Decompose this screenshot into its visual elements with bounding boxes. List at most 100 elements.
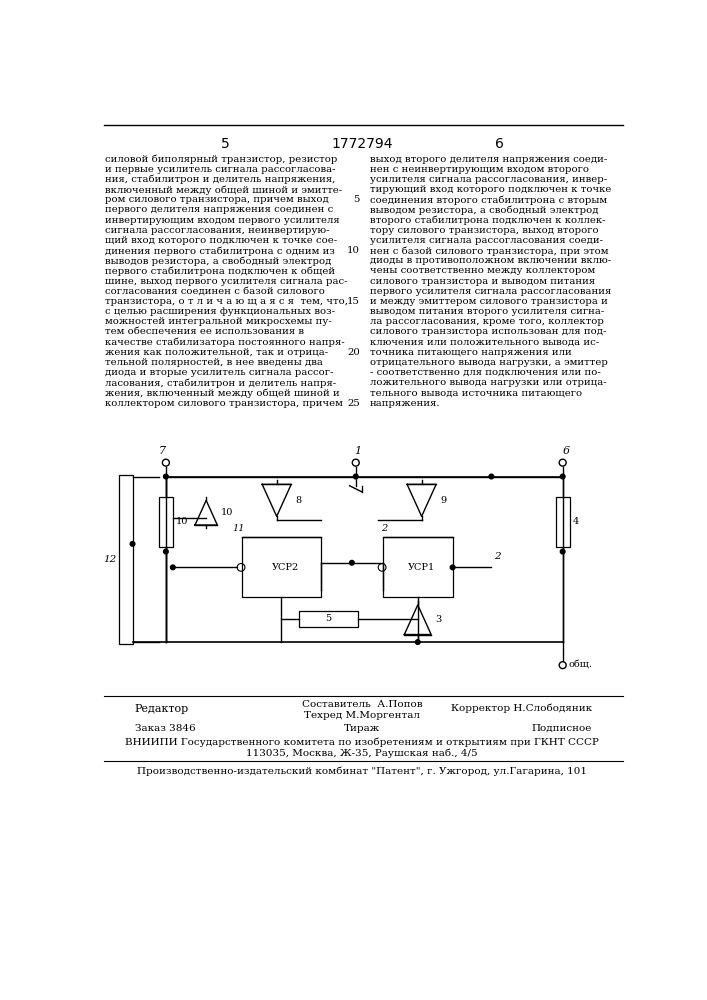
Text: соединения второго стабилитрона с вторым: соединения второго стабилитрона с вторым (370, 195, 607, 205)
Text: сигнала рассогласования, неинвертирую-: сигнала рассогласования, неинвертирую- (105, 226, 330, 235)
Text: Техред М.Моргентал: Техред М.Моргентал (304, 711, 420, 720)
Text: 1: 1 (354, 446, 361, 456)
Text: напряжения.: напряжения. (370, 399, 440, 408)
Circle shape (163, 549, 168, 554)
Circle shape (163, 474, 168, 479)
Bar (242, 537, 321, 597)
Text: выводом питания второго усилителя сигна-: выводом питания второго усилителя сигна- (370, 307, 604, 316)
Text: точника питающего напряжения или: точника питающего напряжения или (370, 348, 571, 357)
Text: 2: 2 (493, 552, 501, 561)
Text: и первые усилитель сигнала рассогласова-: и первые усилитель сигнала рассогласова- (105, 165, 336, 174)
Text: 10: 10 (221, 508, 233, 517)
Text: силового транзистора использован для под-: силового транзистора использован для под… (370, 327, 606, 336)
Text: 25: 25 (347, 399, 360, 408)
Text: щий вход которого подключен к точке сое-: щий вход которого подключен к точке сое- (105, 236, 337, 245)
Text: 5: 5 (354, 195, 360, 204)
Text: инвертирующим входом первого усилителя: инвертирующим входом первого усилителя (105, 216, 340, 225)
Text: 113035, Москва, Ж-35, Раушская наб., 4/5: 113035, Москва, Ж-35, Раушская наб., 4/5 (246, 748, 478, 758)
Text: тору силового транзистора, выход второго: тору силового транзистора, выход второго (370, 226, 598, 235)
Text: тем обеспечения ее использования в: тем обеспечения ее использования в (105, 327, 305, 336)
Text: нен с базой силового транзистора, при этом: нен с базой силового транзистора, при эт… (370, 246, 608, 256)
Text: 7: 7 (158, 446, 165, 456)
Text: включенный между общей шиной и эмитте-: включенный между общей шиной и эмитте- (105, 185, 343, 195)
Text: выход второго делителя напряжения соеди-: выход второго делителя напряжения соеди- (370, 155, 607, 164)
Text: тирующий вход которого подключен к точке: тирующий вход которого подключен к точке (370, 185, 611, 194)
Text: силовой биполярный транзистор, резистор: силовой биполярный транзистор, резистор (105, 155, 338, 164)
Text: Производственно-издательский комбинат "Патент", г. Ужгород, ул.Гагарина, 101: Производственно-издательский комбинат "П… (137, 767, 587, 776)
Text: силового транзистора и выводом питания: силового транзистора и выводом питания (370, 277, 595, 286)
Circle shape (416, 640, 420, 644)
Text: жения как положительной, так и отрица-: жения как положительной, так и отрица- (105, 348, 329, 357)
Text: 6: 6 (495, 137, 503, 151)
Text: УСР1: УСР1 (408, 563, 436, 572)
Text: коллектором силового транзистора, причем: коллектором силового транзистора, причем (105, 399, 344, 408)
Text: 11: 11 (233, 524, 245, 533)
Circle shape (561, 549, 565, 554)
Text: тельного вывода источника питающего: тельного вывода источника питающего (370, 388, 582, 397)
Text: 6: 6 (563, 446, 570, 456)
Text: выводов резистора, а свободный электрод: выводов резистора, а свободный электрод (105, 256, 332, 266)
Text: ВНИИПИ Государственного комитета по изобретениям и открытиям при ГКНТ СССР: ВНИИПИ Государственного комитета по изоб… (125, 738, 599, 747)
Text: 5: 5 (325, 614, 332, 623)
Text: 10: 10 (176, 517, 188, 526)
Text: Корректор Н.Слободяник: Корректор Н.Слободяник (451, 704, 592, 713)
Bar (299, 611, 358, 627)
Text: усилителя сигнала рассогласования соеди-: усилителя сигнала рассогласования соеди- (370, 236, 602, 245)
Text: ласования, стабилитрон и делитель напря-: ласования, стабилитрон и делитель напря- (105, 378, 337, 388)
Text: первого делителя напряжения соединен с: первого делителя напряжения соединен с (105, 205, 334, 214)
Circle shape (489, 474, 493, 479)
Text: выводом резистора, а свободный электрод: выводом резистора, а свободный электрод (370, 205, 598, 215)
Text: - соответственно для подключения или по-: - соответственно для подключения или по- (370, 368, 600, 377)
Text: диоды в противоположном включении вклю-: диоды в противоположном включении вклю- (370, 256, 611, 265)
Text: Тираж: Тираж (344, 724, 380, 733)
Bar (159, 497, 173, 547)
Bar (383, 537, 452, 597)
Circle shape (130, 542, 135, 546)
Circle shape (561, 474, 565, 479)
Text: ложительного вывода нагрузки или отрица-: ложительного вывода нагрузки или отрица- (370, 378, 607, 387)
Text: жения, включенный между общей шиной и: жения, включенный между общей шиной и (105, 388, 340, 398)
Circle shape (170, 565, 175, 570)
Text: Подписное: Подписное (532, 724, 592, 733)
Text: 1772794: 1772794 (331, 137, 392, 151)
Text: диода и вторые усилитель сигнала рассог-: диода и вторые усилитель сигнала рассог- (105, 368, 334, 377)
Text: отрицательного вывода нагрузки, а эмиттер: отрицательного вывода нагрузки, а эмитте… (370, 358, 607, 367)
Text: Составитель  А.Попов: Составитель А.Попов (302, 700, 422, 709)
Circle shape (450, 565, 455, 570)
Text: ключения или положительного вывода ис-: ключения или положительного вывода ис- (370, 338, 599, 347)
Circle shape (354, 474, 358, 479)
Text: 9: 9 (440, 496, 446, 505)
Text: второго стабилитрона подключен к коллек-: второго стабилитрона подключен к коллек- (370, 216, 605, 225)
Text: нен с неинвертирующим входом второго: нен с неинвертирующим входом второго (370, 165, 589, 174)
Text: 20: 20 (347, 348, 360, 357)
Text: транзистора, о т л и ч а ю щ а я с я  тем, что,: транзистора, о т л и ч а ю щ а я с я тем… (105, 297, 349, 306)
Text: ния, стабилитрон и делитель напряжения,: ния, стабилитрон и делитель напряжения, (105, 175, 336, 184)
Circle shape (349, 560, 354, 565)
Bar (119, 475, 132, 644)
Text: динения первого стабилитрона с одним из: динения первого стабилитрона с одним из (105, 246, 335, 256)
Text: чены соответственно между коллектором: чены соответственно между коллектором (370, 266, 595, 275)
Text: 4: 4 (573, 517, 579, 526)
Text: с целью расширения функциональных воз-: с целью расширения функциональных воз- (105, 307, 335, 316)
Text: 5: 5 (221, 137, 230, 151)
Text: 10: 10 (346, 246, 360, 255)
Text: ром силового транзистора, причем выход: ром силового транзистора, причем выход (105, 195, 329, 204)
Text: УСР2: УСР2 (271, 563, 299, 572)
Text: тельной полярностей, в нее введены два: тельной полярностей, в нее введены два (105, 358, 323, 367)
Bar (556, 497, 570, 547)
Text: шине, выход первого усилителя сигнала рас-: шине, выход первого усилителя сигнала ра… (105, 277, 348, 286)
Text: общ.: общ. (569, 661, 593, 670)
Text: можностей интегральной микросхемы пу-: можностей интегральной микросхемы пу- (105, 317, 332, 326)
Text: качестве стабилизатора постоянного напря-: качестве стабилизатора постоянного напря… (105, 338, 345, 347)
Text: 3: 3 (435, 615, 441, 624)
Text: ла рассогласования, кроме того, коллектор: ла рассогласования, кроме того, коллекто… (370, 317, 604, 326)
Text: Заказ 3846: Заказ 3846 (135, 724, 196, 733)
Text: усилителя сигнала рассогласования, инвер-: усилителя сигнала рассогласования, инвер… (370, 175, 607, 184)
Text: 15: 15 (346, 297, 360, 306)
Text: и между эмиттером силового транзистора и: и между эмиттером силового транзистора и (370, 297, 607, 306)
Text: первого усилителя сигнала рассогласования: первого усилителя сигнала рассогласовани… (370, 287, 611, 296)
Text: согласования соединен с базой силового: согласования соединен с базой силового (105, 287, 325, 296)
Text: 2: 2 (381, 524, 387, 533)
Text: 8: 8 (295, 496, 301, 505)
Text: 12: 12 (103, 555, 116, 564)
